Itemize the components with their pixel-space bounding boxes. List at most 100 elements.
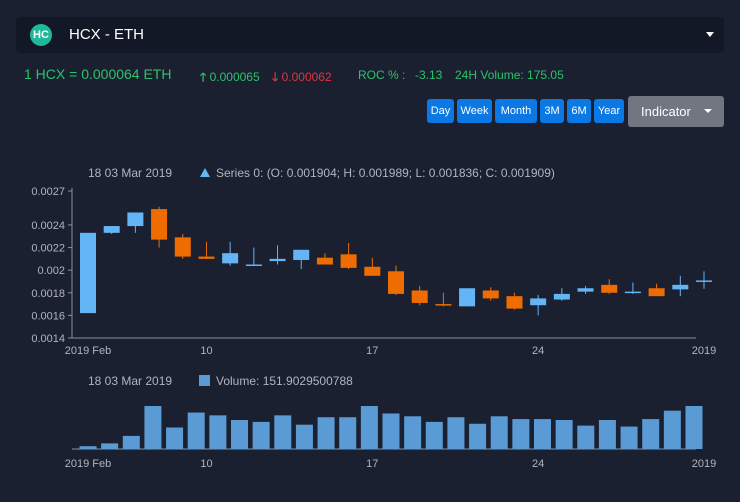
candle-body[interactable] bbox=[151, 209, 168, 240]
roc-label: ROC % : bbox=[358, 68, 406, 82]
tooltip-series: Series 0: (O: 0.001904; H: 0.001989; L: … bbox=[216, 166, 555, 180]
volume-bar[interactable] bbox=[425, 421, 443, 449]
volume-bar[interactable] bbox=[490, 416, 508, 449]
range-month-button[interactable]: Month bbox=[495, 99, 537, 123]
arrow-down-icon: 🡓 bbox=[272, 70, 279, 84]
candle-body[interactable] bbox=[364, 266, 381, 276]
volume-legend-swatch bbox=[199, 375, 210, 386]
candle-body[interactable] bbox=[506, 296, 523, 309]
volume-bar[interactable] bbox=[469, 423, 487, 449]
volume-bar[interactable] bbox=[685, 406, 703, 449]
volume-bar[interactable] bbox=[360, 406, 378, 449]
y-tick-label: 0.0027 bbox=[31, 186, 65, 198]
volume-bar[interactable] bbox=[231, 420, 248, 449]
pair-title: HCX - ETH bbox=[69, 26, 144, 43]
candle-body[interactable] bbox=[435, 304, 452, 306]
candle-body[interactable] bbox=[459, 288, 476, 307]
candle-body[interactable] bbox=[174, 237, 191, 257]
candle-body[interactable] bbox=[103, 226, 120, 233]
volume-bar[interactable] bbox=[101, 443, 119, 449]
high-value: 0.000065 bbox=[209, 70, 260, 84]
candle-body[interactable] bbox=[269, 258, 286, 262]
volume-tooltip-date: 18 03 Mar 2019 bbox=[88, 374, 172, 388]
volume-bar[interactable] bbox=[144, 406, 162, 449]
volume-bar[interactable] bbox=[339, 417, 357, 449]
volume-bar[interactable] bbox=[512, 419, 530, 449]
volume-bar[interactable] bbox=[295, 424, 313, 449]
volume-bar[interactable] bbox=[447, 417, 465, 449]
candle-body[interactable] bbox=[127, 212, 144, 227]
candle-body[interactable] bbox=[293, 249, 310, 260]
range-day-button[interactable]: Day bbox=[427, 99, 454, 123]
range-year-button[interactable]: Year bbox=[594, 99, 624, 123]
candle-body[interactable] bbox=[482, 290, 499, 299]
volume-x-tick-label: 17 bbox=[366, 458, 378, 470]
series-triangle-icon bbox=[200, 168, 210, 177]
volume-bar[interactable] bbox=[122, 435, 140, 449]
pair-selector[interactable]: HC HCX - ETH bbox=[16, 17, 724, 53]
volume-bar[interactable] bbox=[642, 419, 660, 449]
candle-body[interactable] bbox=[601, 284, 618, 293]
exchange-rate: 1 HCX = 0.000064 ETH bbox=[24, 66, 172, 82]
candle-body[interactable] bbox=[577, 288, 594, 292]
indicator-dropdown[interactable]: Indicator bbox=[628, 96, 724, 127]
low-price: 🡓 0.000062 bbox=[272, 68, 332, 89]
volume-bar[interactable] bbox=[166, 427, 184, 450]
price-axes: 0.0027 0.0024 0.0022 0.002 0.0018 0.0016 0.001… bbox=[31, 186, 716, 357]
volume-axes: 2019 Feb 10 17 24 2019 bbox=[65, 448, 716, 470]
candle-body[interactable] bbox=[696, 280, 712, 282]
x-tick-label: 2019 Feb bbox=[65, 345, 111, 357]
volume-bar[interactable] bbox=[187, 412, 205, 449]
volume-bars bbox=[79, 406, 703, 450]
volume-bar[interactable] bbox=[620, 426, 638, 449]
candle-body[interactable] bbox=[530, 298, 547, 306]
low-value: 0.000062 bbox=[281, 70, 332, 84]
x-tick-label: 2019 bbox=[692, 345, 716, 357]
volume-bar[interactable] bbox=[555, 420, 573, 449]
volume-bar[interactable] bbox=[382, 413, 400, 449]
caret-down-icon bbox=[704, 109, 712, 113]
x-tick-label: 10 bbox=[200, 345, 212, 357]
pair-logo-icon: HC bbox=[30, 24, 52, 46]
candle-body[interactable] bbox=[672, 284, 689, 290]
volume-bar[interactable] bbox=[317, 417, 335, 449]
chevron-down-icon[interactable] bbox=[706, 32, 714, 37]
volume-bar[interactable] bbox=[598, 420, 616, 449]
candle-body[interactable] bbox=[316, 257, 333, 265]
candle-body[interactable] bbox=[411, 290, 428, 303]
candle-body[interactable] bbox=[222, 253, 239, 264]
volume-bar[interactable] bbox=[534, 419, 551, 449]
range-6m-button[interactable]: 6M bbox=[567, 99, 591, 123]
volume-bar[interactable] bbox=[274, 415, 292, 449]
volume-x-tick-label: 2019 Feb bbox=[65, 458, 111, 470]
volume-bar[interactable] bbox=[79, 446, 97, 449]
candle-body[interactable] bbox=[648, 288, 665, 297]
volume-bar[interactable] bbox=[663, 410, 681, 449]
roc-value: -3.13 bbox=[415, 68, 443, 82]
candle-body[interactable] bbox=[80, 232, 96, 314]
high-price: 🡑 0.000065 bbox=[200, 68, 260, 89]
candle-body[interactable] bbox=[624, 291, 641, 294]
range-3m-button[interactable]: 3M bbox=[540, 99, 564, 123]
x-tick-label: 17 bbox=[366, 345, 378, 357]
candle-body[interactable] bbox=[553, 293, 570, 300]
candle-body[interactable] bbox=[198, 256, 215, 259]
tooltip-date: 18 03 Mar 2019 bbox=[88, 166, 172, 180]
volume-x-tick-label: 24 bbox=[532, 458, 544, 470]
candle-body[interactable] bbox=[340, 254, 357, 268]
y-tick-label: 0.0018 bbox=[31, 288, 65, 300]
indicator-label: Indicator bbox=[641, 104, 691, 119]
volume-tooltip-text: Volume: 151.9029500788 bbox=[216, 374, 353, 388]
x-tick-label: 24 bbox=[532, 345, 544, 357]
range-week-button[interactable]: Week bbox=[457, 99, 492, 123]
volume-bar[interactable] bbox=[252, 421, 270, 449]
volume-24h: 24H Volume: 175.05 bbox=[455, 68, 564, 82]
volume-x-tick-label: 2019 bbox=[692, 458, 716, 470]
candle-body[interactable] bbox=[388, 271, 404, 294]
volume-bar[interactable] bbox=[577, 425, 595, 449]
y-tick-label: 0.0016 bbox=[31, 310, 65, 322]
volume-bar[interactable] bbox=[209, 415, 227, 449]
candle-body[interactable] bbox=[245, 264, 262, 267]
volume-bar[interactable] bbox=[404, 416, 422, 449]
